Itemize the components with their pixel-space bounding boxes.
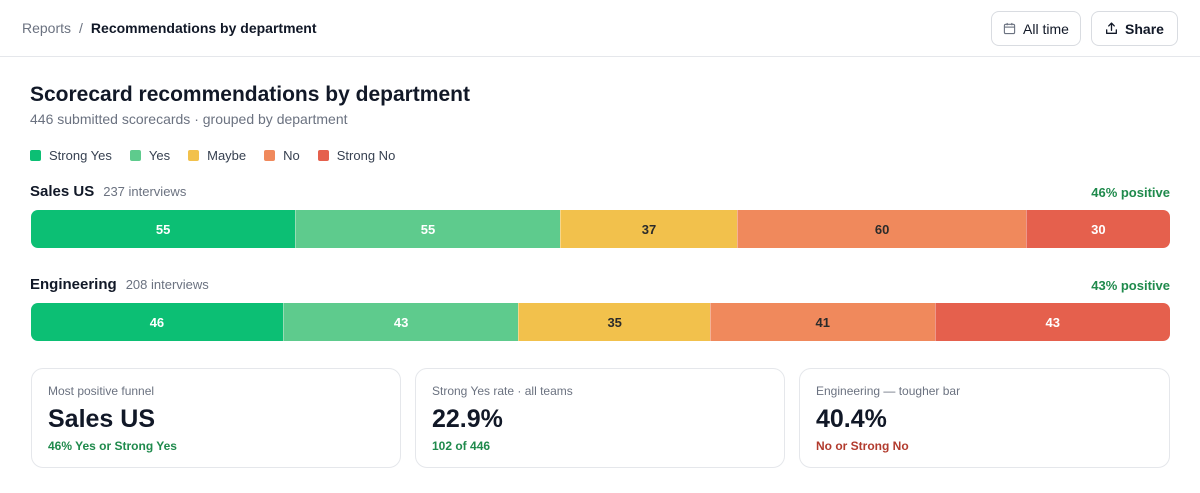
date-range-button[interactable]: All time (991, 11, 1081, 46)
card-label: Strong Yes rate · all teams (432, 384, 573, 398)
card-note: 46% Yes or Strong Yes (48, 439, 177, 453)
card-value: 40.4% (816, 405, 887, 433)
bar-segment-yes: 43 (282, 303, 519, 341)
legend-item-strong-no: Strong No (317, 148, 396, 163)
bar-segment-yes: 55 (295, 210, 560, 248)
page-title: Scorecard recommendations by department (30, 83, 470, 106)
department-positive-rate: 43% positive (1091, 278, 1170, 293)
breadcrumb: Reports / Recommendations by department (22, 20, 317, 36)
legend-item-no: No (264, 148, 300, 163)
bar-segment-maybe: 37 (559, 210, 738, 248)
legend-label: Yes (148, 148, 171, 163)
card-value: Sales US (48, 405, 156, 433)
legend-swatch (188, 150, 200, 161)
legend-swatch (317, 150, 329, 161)
calendar-icon (1003, 22, 1016, 35)
date-range-label: All time (1023, 20, 1069, 37)
card-note: 102 of 446 (432, 439, 491, 453)
card-label: Engineering — tougher bar (816, 384, 961, 398)
legend-swatch (264, 150, 276, 161)
stacked-bar-engineering: 46 43 35 41 43 (31, 303, 1170, 341)
bar-segment-value: 55 (420, 221, 436, 237)
department-interview-count: 237 interviews (103, 184, 187, 199)
bar-segment-strong-no: 30 (1025, 210, 1170, 248)
bar-segment-value: 55 (155, 221, 171, 237)
summary-card-engineering-bar: Engineering — tougher bar 40.4% No or St… (799, 368, 1170, 468)
bar-segment-strong-yes: 55 (31, 210, 296, 248)
top-bar: Reports / Recommendations by department … (0, 0, 1200, 57)
share-icon (1106, 22, 1118, 34)
bar-segment-value: 43 (393, 314, 409, 330)
card-value: 22.9% (432, 405, 503, 433)
bar-segment-value: 37 (641, 221, 657, 237)
department-positive-rate: 46% positive (1091, 185, 1170, 200)
legend-label: No (283, 148, 300, 163)
legend-swatch (129, 150, 141, 161)
department-interview-count: 208 interviews (125, 277, 209, 292)
legend-label: Strong Yes (49, 148, 112, 163)
bar-segment-value: 35 (607, 314, 622, 330)
breadcrumb-reports-link[interactable]: Reports (22, 20, 72, 36)
stacked-bar-sales-us: 55 55 37 60 30 (31, 210, 1170, 248)
department-name: Engineering (30, 276, 117, 293)
card-note: No or Strong No (816, 439, 909, 453)
card-label: Most positive funnel (48, 384, 155, 398)
bar-segment-strong-yes: 46 (31, 303, 283, 341)
bar-segment-value: 41 (815, 314, 830, 330)
department-name: Sales US (30, 183, 95, 200)
summary-card-strong-yes-rate: Strong Yes rate · all teams 22.9% 102 of… (415, 368, 785, 468)
bar-segment-no: 41 (710, 303, 935, 341)
page-subtitle: 446 submitted scorecards · grouped by de… (30, 111, 348, 127)
bar-segment-strong-no: 43 (934, 303, 1170, 341)
bar-segment-value: 46 (149, 314, 165, 330)
breadcrumb-separator: / (79, 20, 83, 36)
bar-segment-no: 60 (737, 210, 1026, 248)
bar-segment-maybe: 35 (518, 303, 710, 341)
bar-segment-value: 60 (874, 221, 890, 237)
breadcrumb-current: Recommendations by department (90, 20, 317, 36)
department-header-sales-us: Sales US 237 interviews (30, 183, 186, 200)
legend-label: Strong No (336, 148, 396, 163)
share-label: Share (1125, 20, 1164, 37)
legend-swatch (30, 150, 41, 161)
summary-card-most-positive: Most positive funnel Sales US 46% Yes or… (31, 368, 401, 468)
chart-legend: Strong Yes Yes Maybe No Strong No (30, 148, 413, 163)
legend-label: Maybe (207, 148, 247, 163)
legend-item-yes: Yes (129, 148, 171, 163)
legend-item-strong-yes: Strong Yes (30, 148, 112, 163)
bar-segment-value: 30 (1091, 221, 1106, 237)
department-header-engineering: Engineering 208 interviews (30, 276, 209, 293)
share-button[interactable]: Share (1091, 11, 1178, 46)
bar-segment-value: 43 (1045, 314, 1060, 330)
legend-item-maybe: Maybe (188, 148, 246, 163)
